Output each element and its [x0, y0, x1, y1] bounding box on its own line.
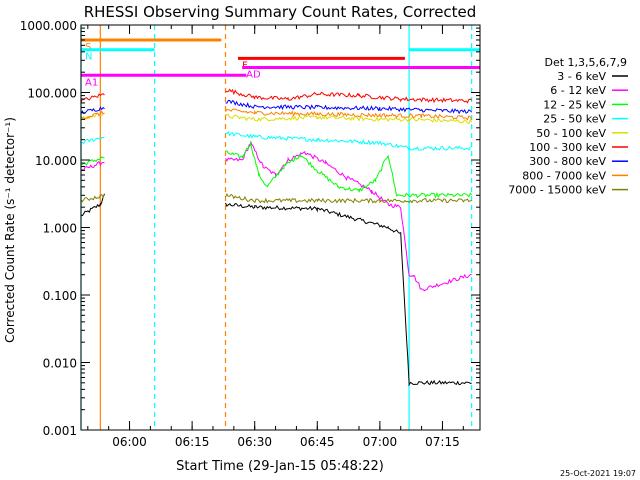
series-line-6 — [81, 99, 473, 115]
vertical-markers — [80, 25, 473, 430]
x-tick-label-2: 06:30 — [237, 435, 272, 449]
footer-date: 25-Oct-2021 19:07 — [560, 469, 636, 478]
series-line-8 — [81, 193, 472, 204]
y-tick-label-3: 1.000 — [43, 222, 77, 236]
y-tick-label-6: 1000.000 — [20, 19, 77, 33]
x-tick-label-4: 07:00 — [363, 435, 398, 449]
flag-label-4: A1 — [85, 77, 98, 88]
y-tick-label-0: 0.001 — [43, 424, 77, 438]
y-tick-label-2: 0.100 — [43, 289, 77, 303]
series-line-5 — [81, 88, 472, 104]
flag-label-2: F — [242, 60, 248, 71]
plot-frame — [80, 24, 481, 431]
legend-label-4: 50 - 100 keV — [536, 127, 606, 140]
legend-label-5: 100 - 300 keV — [529, 141, 606, 154]
series-lines — [81, 88, 473, 387]
legend-label-2: 12 - 25 keV — [543, 98, 606, 111]
legend-title: Det 1,3,5,6,7,9 — [544, 56, 627, 69]
x-tick-label-1: 06:15 — [175, 435, 210, 449]
series-line-1 — [81, 141, 472, 292]
chart-title: RHESSI Observing Summary Count Rates, Co… — [84, 3, 477, 21]
y-tick-label-4: 10.000 — [35, 154, 77, 168]
flag-label-0: S — [85, 42, 91, 53]
series-line-7 — [81, 108, 473, 121]
legend-label-0: 3 - 6 keV — [557, 70, 606, 83]
y-tick-label-5: 100.000 — [27, 87, 77, 101]
y-axis-label: Corrected Count Rate (s⁻¹ detector⁻¹) — [3, 117, 17, 343]
x-tick-label-5: 07:15 — [425, 435, 460, 449]
axes: 0.001 0.010 0.100 1.000 10.000 100.000 1000.00… — [20, 19, 481, 449]
series-line-3 — [81, 130, 472, 152]
x-axis-label: Start Time (29-Jan-15 05:48:22) — [176, 459, 384, 474]
flag-label-3: AD — [246, 69, 261, 80]
flag-bars: SN FAD A1 — [81, 38, 480, 88]
legend-label-7: 800 - 7000 keV — [522, 169, 606, 182]
x-tick-label-3: 06:45 — [300, 435, 335, 449]
legend-label-6: 300 - 800 keV — [529, 155, 606, 168]
series-line-4 — [81, 112, 473, 125]
y-tick-label-1: 0.010 — [43, 357, 77, 371]
legend-label-3: 25 - 50 keV — [543, 113, 606, 126]
legend-label-8: 7000 - 15000 keV — [508, 184, 606, 197]
series-line-0 — [81, 193, 472, 387]
legend-label-1: 6 - 12 keV — [550, 84, 606, 97]
x-tick-label-0: 06:00 — [112, 435, 147, 449]
flag-label-1: N — [85, 52, 92, 63]
